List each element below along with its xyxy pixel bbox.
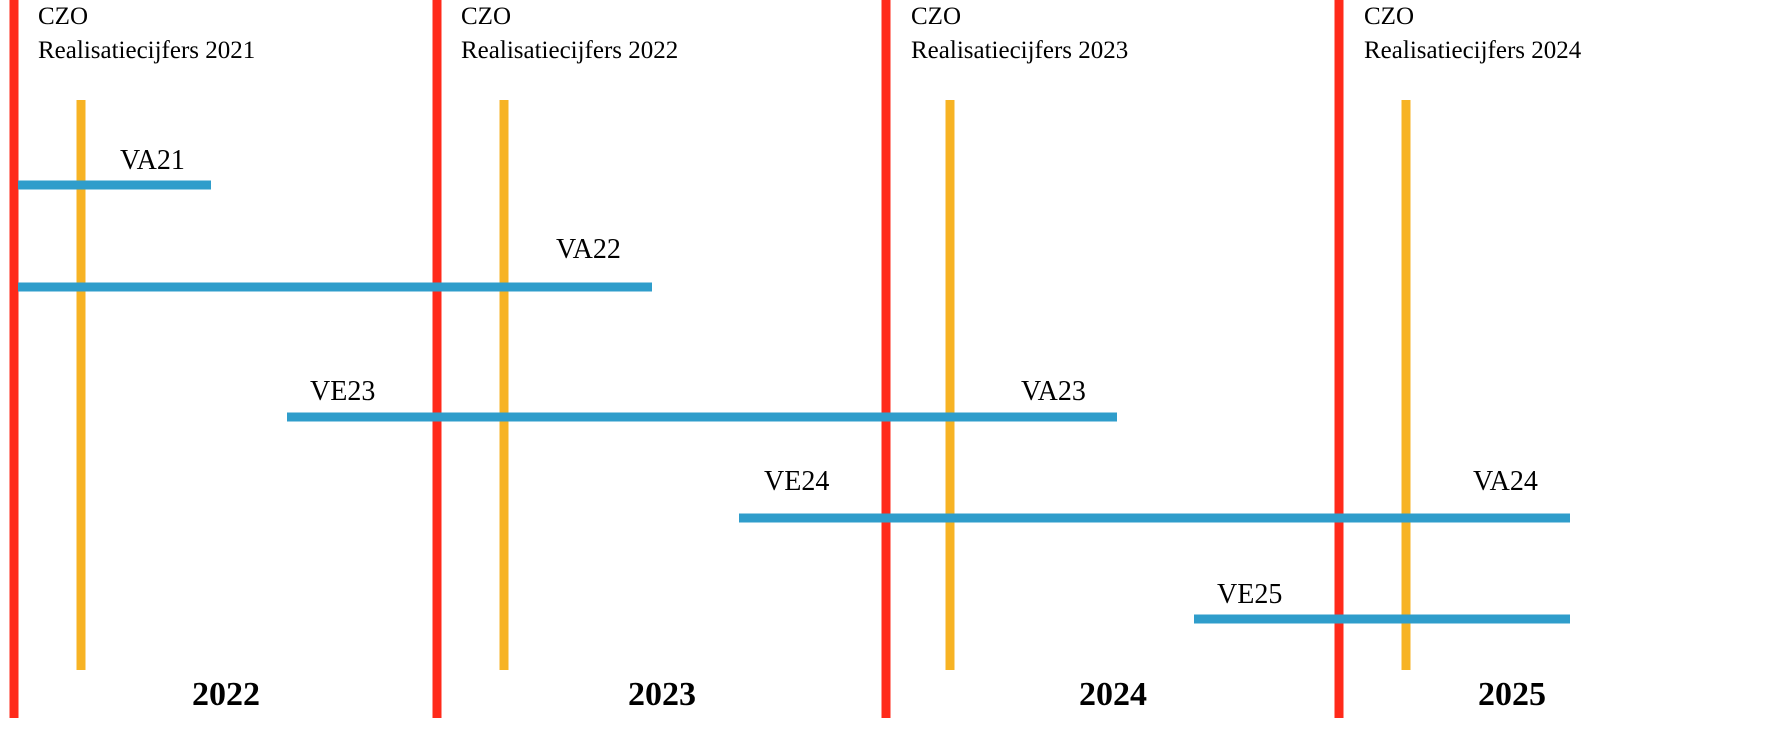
year-label: 2024 (1079, 676, 1147, 713)
period-headers: CZO Realisatiecijfers 2021 CZO Realisati… (38, 3, 1582, 64)
period-subheader: Realisatiecijfers 2024 (1364, 37, 1582, 64)
period-subheader: Realisatiecijfers 2023 (911, 37, 1128, 64)
bar-end-label: VA21 (120, 145, 185, 176)
bars (18, 180, 1570, 624)
bar-labels: VA21 VA22 VE23 VA23 VE24 VA24 VE25 (120, 145, 1538, 610)
period-subheader: Realisatiecijfers 2021 (38, 37, 255, 64)
period-boundaries (9, 0, 1344, 718)
bar-end-label: VA24 (1473, 466, 1538, 497)
bar-end-label: VA23 (1021, 376, 1086, 407)
period-header: CZO (461, 3, 511, 30)
bar-start-label: VE23 (310, 376, 375, 407)
bar-start-label: VE25 (1217, 579, 1282, 610)
year-label: 2022 (192, 676, 260, 713)
period-header: CZO (38, 3, 88, 30)
bar-end-label: VA22 (556, 234, 621, 265)
bar-start-label: VE24 (764, 466, 829, 497)
period-header: CZO (911, 3, 961, 30)
year-labels: 2022 2023 2024 2025 (192, 676, 1546, 713)
year-label: 2023 (628, 676, 696, 713)
period-header: CZO (1364, 3, 1414, 30)
year-label: 2025 (1478, 676, 1546, 713)
period-subheader: Realisatiecijfers 2022 (461, 37, 678, 64)
orange-markers (76, 100, 1411, 670)
